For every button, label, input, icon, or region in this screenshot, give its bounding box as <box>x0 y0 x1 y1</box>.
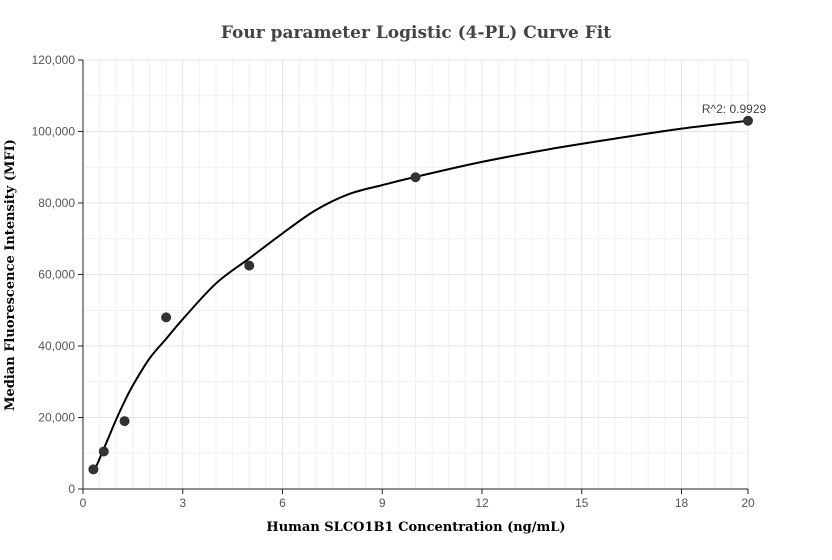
y-tick-label: 120,000 <box>32 53 76 67</box>
x-tick-label: 6 <box>279 496 286 510</box>
x-axis-title: Human SLCO1B1 Concentration (ng/mL) <box>266 520 565 535</box>
x-tick-label: 12 <box>475 496 489 510</box>
fit-curve <box>92 119 749 474</box>
data-points <box>88 115 753 475</box>
data-point <box>98 446 109 457</box>
y-tick-label: 60,000 <box>38 268 75 282</box>
y-tick-label: 20,000 <box>38 411 75 425</box>
data-point <box>410 172 421 183</box>
r-squared-annotation: R^2: 0.9929 <box>702 102 767 116</box>
chart-title: Four parameter Logistic (4-PL) Curve Fit <box>221 23 611 43</box>
x-tick-label: 20 <box>741 496 755 510</box>
x-tick-label: 0 <box>80 496 87 510</box>
x-tick-label: 18 <box>675 496 689 510</box>
data-point <box>743 115 753 126</box>
y-tick-label: 80,000 <box>38 196 75 210</box>
data-point <box>88 464 99 475</box>
ticks: 0 3 6 9 12 15 18 20 0 20,000 40,000 60,000 80,000 100… <box>32 53 755 510</box>
data-point <box>161 312 172 323</box>
grid <box>82 59 749 490</box>
y-tick-label: 40,000 <box>38 339 75 353</box>
y-tick-label: 100,000 <box>32 125 76 139</box>
x-tick-label: 3 <box>179 496 186 510</box>
y-axis-title: Median Fluorescence Intensity (MFI) <box>3 139 18 411</box>
data-point <box>244 260 255 271</box>
data-point <box>119 416 130 427</box>
x-tick-label: 15 <box>575 496 589 510</box>
y-tick-label: 0 <box>68 482 75 496</box>
x-tick-label: 9 <box>379 496 386 510</box>
